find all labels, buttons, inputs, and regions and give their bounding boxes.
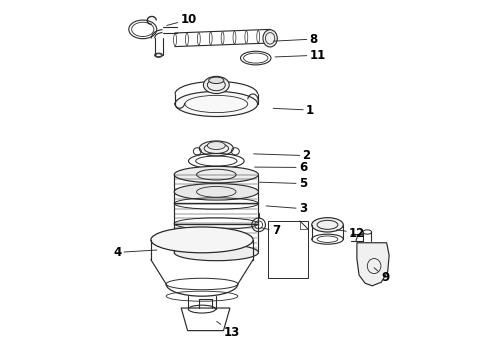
Text: 8: 8 — [273, 32, 318, 46]
Ellipse shape — [312, 218, 343, 232]
Ellipse shape — [174, 166, 258, 183]
Text: 1: 1 — [273, 104, 314, 117]
Text: 4: 4 — [113, 246, 157, 259]
Text: 3: 3 — [266, 202, 307, 215]
Polygon shape — [357, 243, 389, 286]
Ellipse shape — [151, 227, 253, 253]
Text: 5: 5 — [260, 177, 307, 190]
Bar — [269, 221, 308, 278]
Ellipse shape — [174, 184, 258, 200]
Ellipse shape — [199, 141, 233, 156]
Text: 9: 9 — [374, 268, 390, 284]
Ellipse shape — [209, 77, 224, 84]
Ellipse shape — [207, 141, 225, 149]
Text: 7: 7 — [261, 224, 280, 238]
Ellipse shape — [263, 30, 277, 47]
Text: 2: 2 — [253, 149, 311, 162]
Text: 12: 12 — [337, 226, 365, 239]
Ellipse shape — [203, 76, 229, 94]
Text: 6: 6 — [255, 161, 307, 174]
Ellipse shape — [174, 244, 258, 261]
Text: 13: 13 — [217, 321, 240, 339]
Text: 11: 11 — [275, 49, 326, 62]
Ellipse shape — [175, 91, 258, 117]
Text: 10: 10 — [167, 13, 196, 26]
